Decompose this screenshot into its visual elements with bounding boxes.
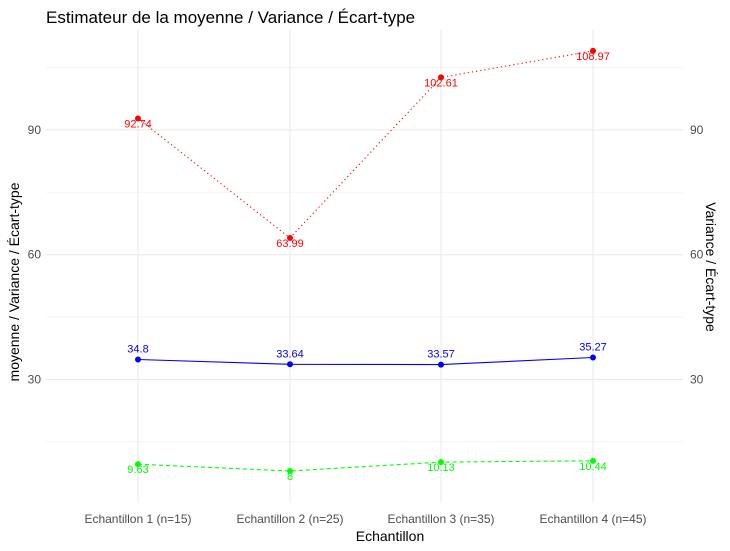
y-axis-label-right: Variance / Écart-type: [703, 202, 719, 332]
series-line: [137, 50, 594, 239]
data-point: [590, 354, 596, 361]
data-point: [438, 74, 444, 81]
x-ticks: Echantillon 1 (n=15) Echantillon 2 (n=25)…: [84, 512, 646, 526]
series-line: [137, 460, 594, 472]
data-point: [287, 467, 293, 474]
data-label: 33.57: [427, 349, 455, 361]
x-tick-label: Echantillon 1 (n=15): [84, 512, 191, 526]
y-tick-label-right: 90: [690, 123, 704, 137]
y-tick-label: 60: [28, 248, 42, 262]
data-label: 102.61: [424, 77, 458, 89]
x-tick-label: Echantillon 4 (n=45): [539, 512, 646, 526]
data-point: [135, 115, 141, 122]
data-label: 35.27: [579, 342, 607, 354]
data-point: [287, 235, 293, 242]
data-label: 92.74: [124, 118, 152, 130]
series--cart-type: 9.63 8 10.13 10.44: [127, 457, 607, 483]
data-point: [590, 47, 596, 54]
grid: [46, 30, 683, 503]
y-tick-label-right: 60: [690, 248, 704, 262]
y-ticks-right: 30 60 90: [690, 123, 704, 387]
data-label: 10.44: [579, 461, 607, 473]
data-label: 108.97: [576, 51, 610, 63]
y-tick-label: 30: [28, 372, 42, 386]
series-layer: 92.74 63.99 102.61 108.97 34.8 33.64 33.57 35.2…: [124, 47, 610, 483]
data-label: 63.99: [276, 238, 304, 250]
x-tick-label: Echantillon 2 (n=25): [236, 512, 343, 526]
series-line: [137, 356, 594, 366]
data-point: [438, 361, 444, 368]
data-point: [135, 461, 141, 468]
series-variance: 92.74 63.99 102.61 108.97: [124, 47, 610, 250]
y-axis-label: moyenne / Variance / Écart-type: [6, 182, 22, 381]
x-tick-label: Echantillon 3 (n=35): [387, 512, 494, 526]
data-point: [590, 457, 596, 464]
data-point: [438, 459, 444, 466]
y-tick-label: 90: [28, 123, 42, 137]
data-label: 33.64: [276, 348, 304, 360]
data-point: [135, 356, 141, 363]
y-ticks-left: 30 60 90: [28, 123, 42, 387]
data-label: 34.8: [127, 343, 148, 355]
x-axis-label: Echantillon: [356, 528, 425, 544]
data-label: 10.13: [427, 462, 455, 474]
data-label: 8: [287, 471, 293, 483]
y-tick-label-right: 30: [690, 372, 704, 386]
series-moyenne: 34.8 33.64 33.57 35.27: [127, 342, 607, 368]
data-point: [287, 361, 293, 368]
chart-title: Estimateur de la moyenne / Variance / Éc…: [46, 8, 415, 27]
data-label: 9.63: [127, 464, 148, 476]
